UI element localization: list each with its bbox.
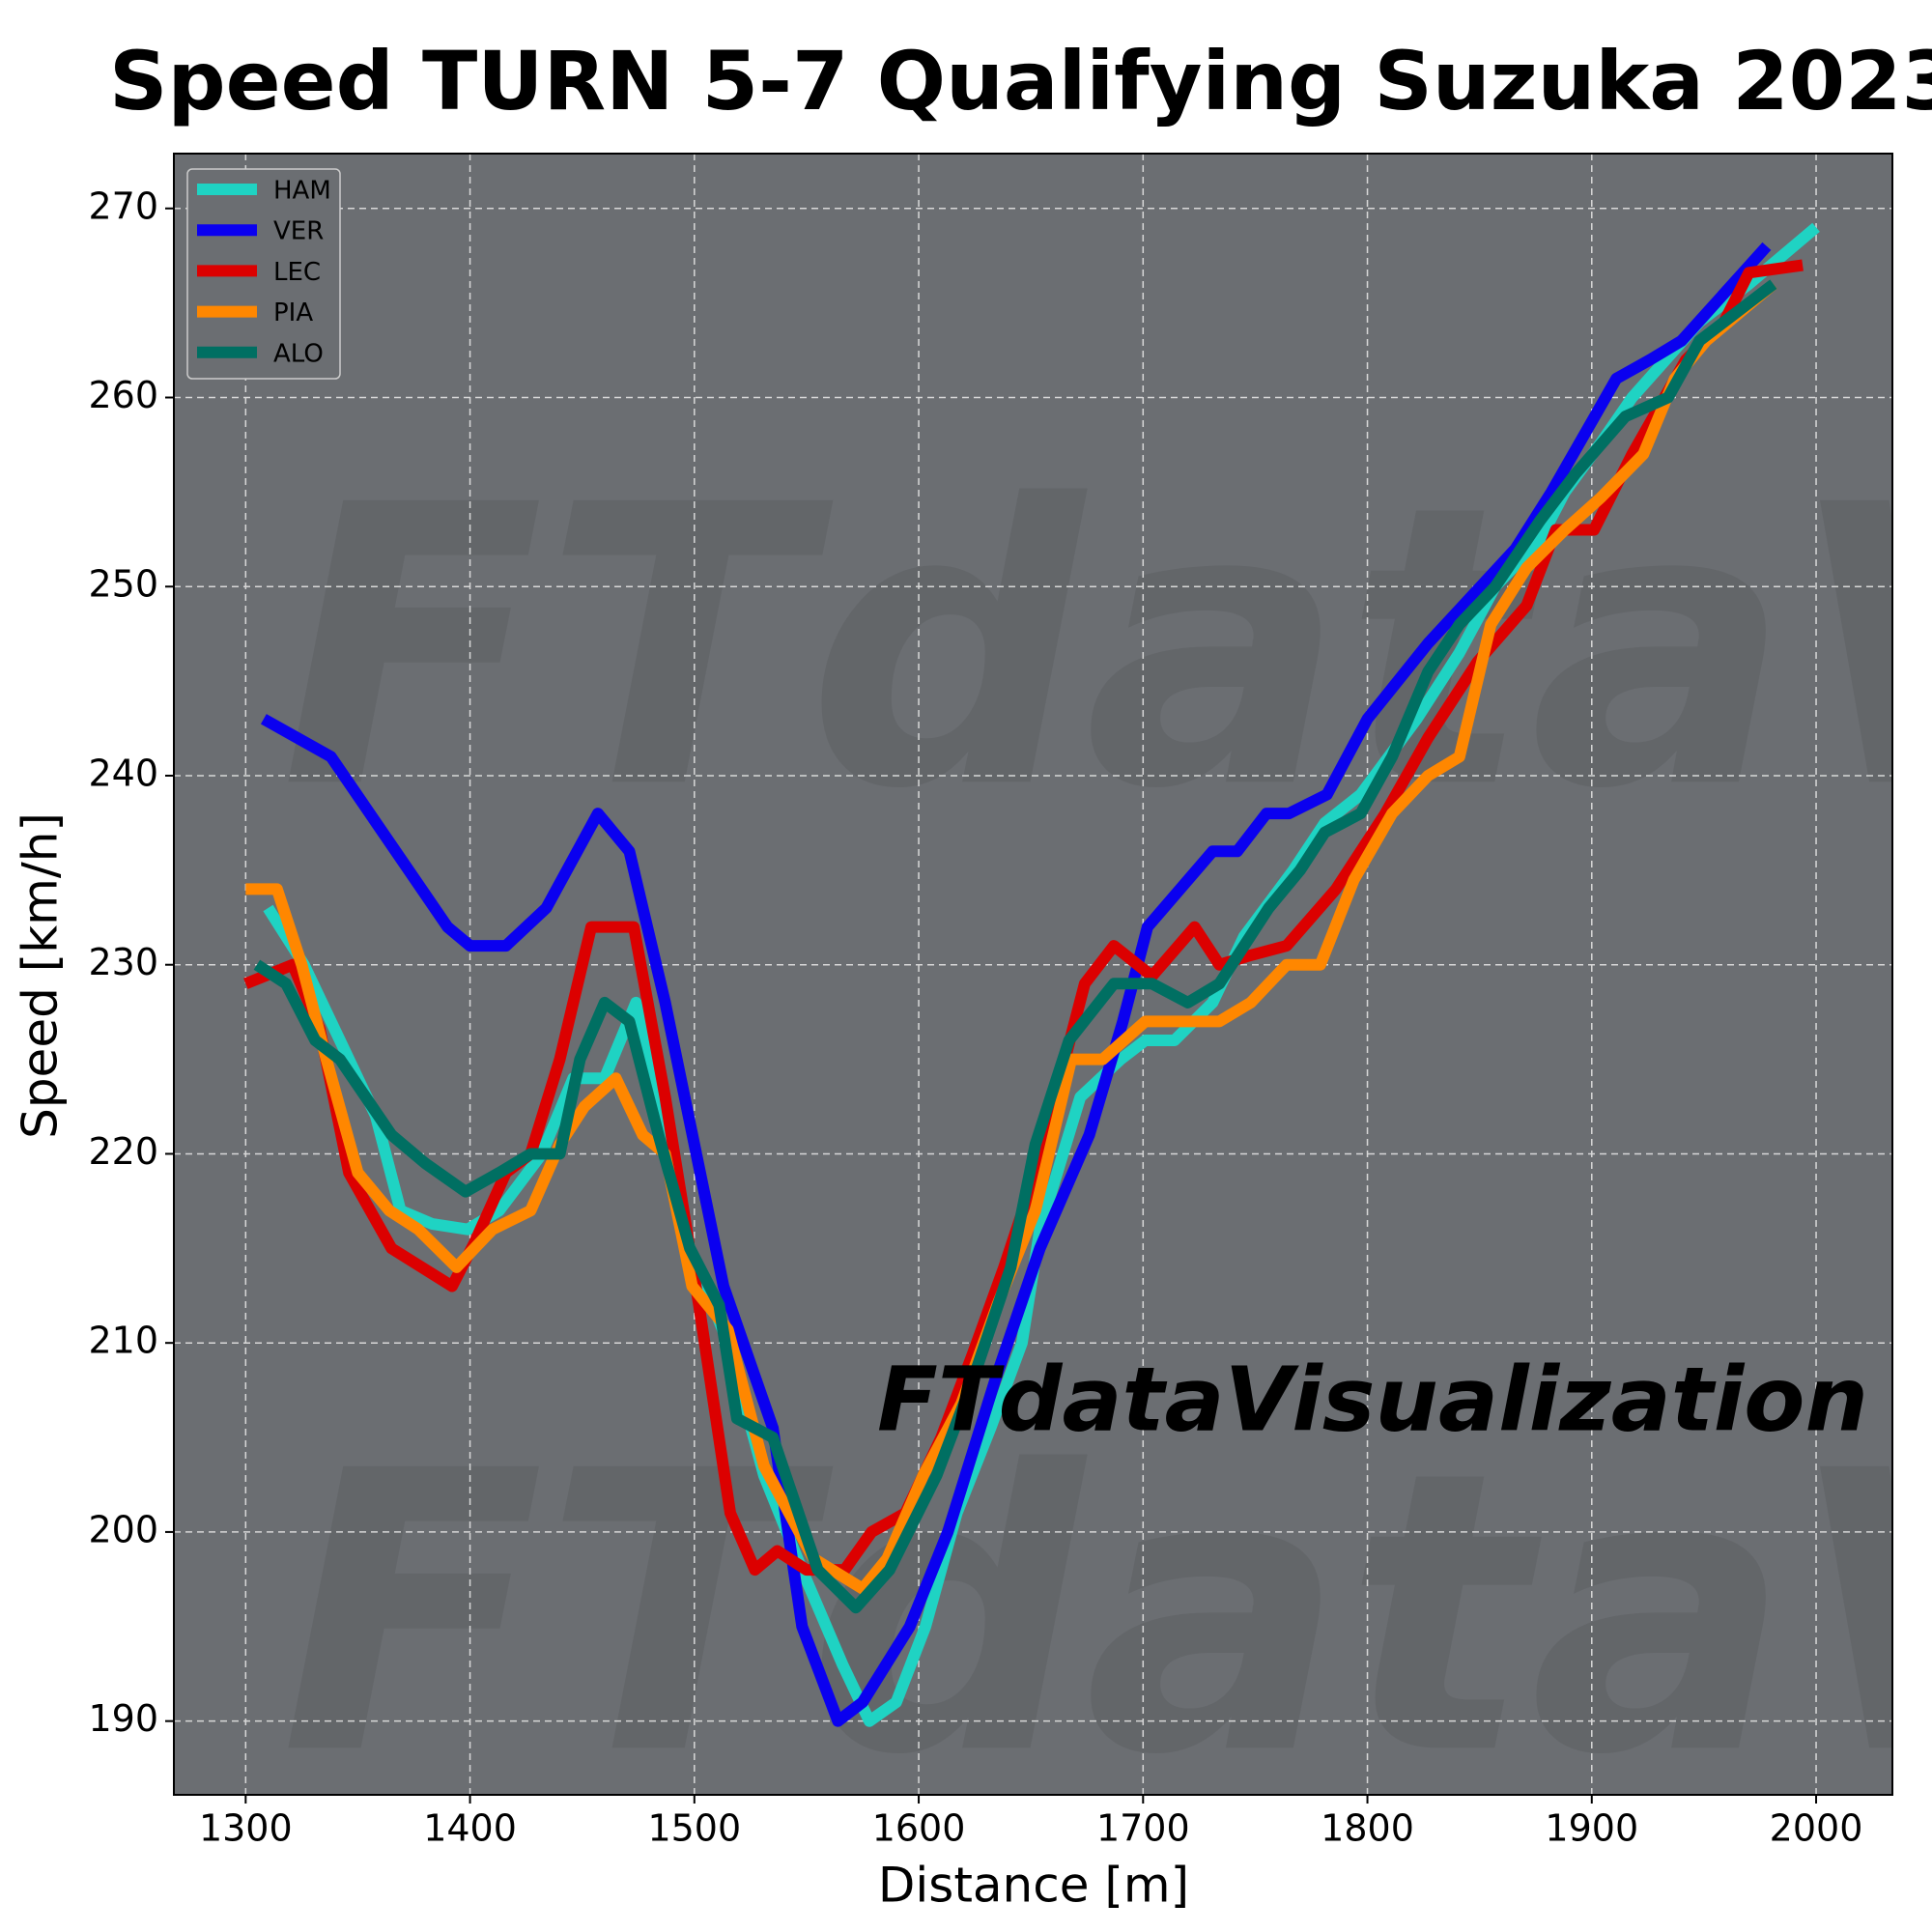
- x-tick-label: 2000: [1770, 1807, 1863, 1850]
- legend-box: [186, 168, 341, 380]
- x-tick-label: 1400: [423, 1807, 517, 1850]
- y-axis-label: Speed [km/h]: [13, 812, 69, 1139]
- legend-label: VER: [273, 217, 324, 246]
- watermark-faded: FTdataVisualization: [280, 424, 1932, 873]
- x-tick-label: 1700: [1096, 1807, 1190, 1850]
- legend-label: ALO: [273, 339, 324, 368]
- plot-frame: [173, 153, 1893, 1796]
- y-tick-label: 230: [88, 941, 158, 983]
- x-tick-label: 1500: [647, 1807, 741, 1850]
- y-tick-label: 210: [88, 1320, 158, 1362]
- legend: HAM VER LEC PIA ALO: [186, 168, 341, 380]
- y-tick-label: 200: [88, 1508, 158, 1550]
- legend-label: HAM: [273, 177, 331, 206]
- y-tick-label: 260: [88, 374, 158, 416]
- x-tick-label: 1800: [1321, 1807, 1414, 1850]
- x-tick-label: 1600: [872, 1807, 966, 1850]
- watermark-text: FTdataVisualization: [877, 1348, 1868, 1451]
- x-tick-label: 1900: [1545, 1807, 1638, 1850]
- legend-label: LEC: [273, 258, 321, 287]
- watermark-group: FTdataVisualizationFTdataVisualization: [280, 424, 1932, 1839]
- y-tick-label: 220: [88, 1130, 158, 1173]
- chart-title: Speed TURN 5-7 Qualifying Suzuka 2023: [109, 34, 1932, 128]
- lines: [243, 222, 1820, 1727]
- x-axis-label: Distance [m]: [878, 1858, 1189, 1914]
- y-tick-label: 190: [88, 1697, 158, 1740]
- y-tick-label: 240: [88, 752, 158, 794]
- legend-label: PIA: [273, 298, 313, 327]
- y-tick-label: 270: [88, 185, 158, 227]
- x-tick-label: 1300: [199, 1807, 293, 1850]
- y-tick-label: 250: [88, 563, 158, 606]
- watermark-faded: FTdataVisualization: [280, 1390, 1932, 1839]
- series-line: [253, 279, 1777, 1614]
- series-line: [260, 242, 1772, 1727]
